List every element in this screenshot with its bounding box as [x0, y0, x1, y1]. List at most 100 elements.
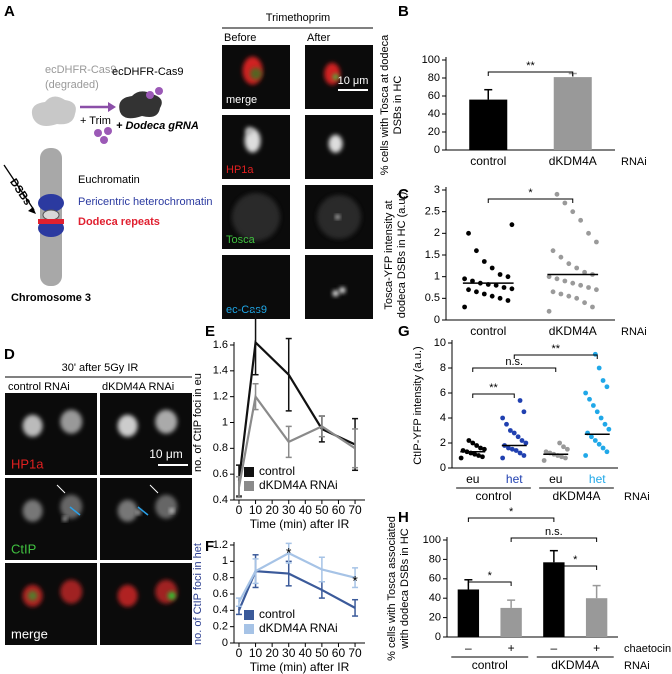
- y-tick-label: 2: [434, 227, 440, 239]
- x-tick-label: 30: [282, 646, 296, 660]
- y-axis-label: no. of CtIP foci in eu: [192, 373, 204, 472]
- micrograph: [100, 563, 192, 645]
- chromosome-label: Chromosome 3: [11, 292, 91, 304]
- micrograph: [100, 393, 192, 475]
- x-tick-label: dKDM4A: [549, 324, 597, 338]
- region-label: Pericentric heterochromatin: [78, 196, 213, 208]
- cas9-label: ecDHFR-Cas9: [112, 66, 184, 78]
- y-tick-label: 0: [434, 144, 440, 156]
- point: [600, 378, 606, 383]
- point: [515, 434, 521, 440]
- legend-label: dKDM4A RNAi: [259, 621, 338, 635]
- x-tick-label: control: [470, 324, 506, 338]
- legend-swatch: [244, 481, 254, 491]
- point: [523, 440, 529, 446]
- y-axis-label: DSBs in HC: [392, 76, 404, 135]
- point: [554, 276, 560, 282]
- significance-bracket: [510, 537, 598, 542]
- x-tick-label: dKDM4A: [549, 154, 597, 168]
- signal: [250, 67, 262, 80]
- micrograph: [305, 255, 373, 319]
- bar: [543, 562, 565, 637]
- arrow: [56, 484, 66, 494]
- degraded-label: (degraded): [45, 79, 99, 91]
- point: [550, 289, 556, 295]
- signal: [117, 499, 138, 522]
- y-tick-label: 1: [222, 555, 228, 567]
- point: [501, 285, 507, 290]
- signal: [117, 414, 138, 437]
- series-line: [237, 393, 356, 488]
- y-tick-label: 6: [440, 387, 446, 399]
- x-tick-label: 0: [236, 503, 243, 517]
- significance-bracket: [472, 367, 557, 372]
- x-tick-label: 30: [282, 503, 296, 517]
- point: [506, 445, 511, 451]
- significance: *: [509, 506, 514, 518]
- significance: *: [573, 554, 578, 566]
- point: [598, 415, 604, 421]
- panel-letter: G: [398, 323, 410, 340]
- point: [586, 230, 591, 236]
- panel-letter: D: [4, 346, 15, 363]
- signal: [27, 590, 38, 601]
- point: [478, 445, 483, 451]
- point: [587, 396, 592, 402]
- point: [500, 455, 506, 461]
- bar: [553, 77, 592, 150]
- channel-label: HP1a: [226, 164, 254, 176]
- y-tick-label: 8: [440, 362, 446, 374]
- point: [562, 278, 568, 284]
- point: [474, 289, 479, 295]
- signal: [167, 591, 176, 600]
- column-label: control RNAi: [8, 381, 70, 393]
- column-label: After: [307, 32, 331, 44]
- x-tick-label: 50: [315, 503, 329, 517]
- point: [507, 428, 513, 433]
- significance: **: [489, 382, 498, 394]
- point: [583, 453, 589, 458]
- channel-label: merge: [11, 626, 48, 641]
- point: [578, 217, 584, 223]
- signal: [335, 215, 340, 219]
- channel-label: CtIP: [11, 541, 36, 556]
- point: [476, 453, 481, 458]
- signal: [60, 409, 83, 434]
- x-tick-label: 60: [332, 646, 346, 660]
- signal: [339, 287, 346, 294]
- bar: [469, 99, 508, 150]
- legend-label: control: [259, 607, 295, 621]
- x-tick-label: eu: [549, 472, 562, 486]
- column-label: Before: [224, 32, 256, 44]
- group-axis-label: RNAi: [624, 491, 650, 503]
- header: Trimethoprim: [266, 12, 330, 24]
- arrow-head: [108, 102, 116, 112]
- y-tick-label: 10: [434, 337, 446, 349]
- point: [559, 454, 564, 460]
- point: [466, 287, 471, 293]
- x-tick-label: +: [593, 641, 600, 655]
- point: [596, 365, 602, 371]
- degraded-protein: [31, 96, 76, 126]
- y-tick-label: 20: [428, 126, 440, 138]
- y-tick-label: 100: [422, 54, 440, 66]
- point: [557, 440, 563, 446]
- point: [458, 455, 464, 461]
- y-tick-label: 1: [434, 271, 440, 283]
- point: [489, 265, 495, 271]
- point: [511, 430, 517, 436]
- category-label: chaetocin: [624, 643, 671, 655]
- channel-label: Tosca: [226, 234, 256, 246]
- heterochromatin: [38, 194, 64, 212]
- y-tick-label: 100: [423, 534, 441, 546]
- y-tick-label: 0.2: [213, 621, 228, 633]
- y-tick-label: 3: [434, 184, 440, 196]
- point: [500, 415, 506, 421]
- channel-label: merge: [226, 94, 257, 106]
- bar: [457, 589, 480, 637]
- x-tick-label: –: [551, 641, 558, 655]
- point: [574, 295, 580, 301]
- point: [472, 451, 478, 457]
- y-axis-label: with dodeca DSBs in HC: [399, 528, 411, 649]
- point: [558, 291, 564, 297]
